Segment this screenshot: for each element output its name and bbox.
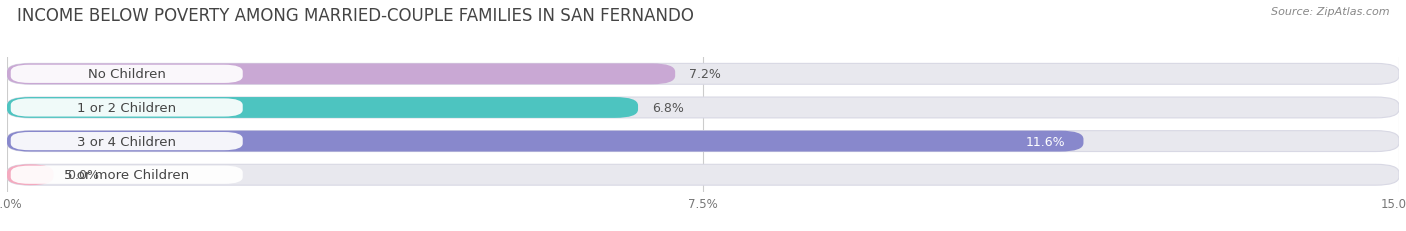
Text: 5 or more Children: 5 or more Children <box>65 168 190 182</box>
FancyBboxPatch shape <box>7 64 1399 85</box>
FancyBboxPatch shape <box>11 166 243 184</box>
FancyBboxPatch shape <box>7 165 1399 185</box>
Text: 1 or 2 Children: 1 or 2 Children <box>77 101 176 115</box>
Text: 7.2%: 7.2% <box>689 68 721 81</box>
FancyBboxPatch shape <box>7 98 1399 118</box>
Text: Source: ZipAtlas.com: Source: ZipAtlas.com <box>1271 7 1389 17</box>
Text: 6.8%: 6.8% <box>652 101 683 115</box>
FancyBboxPatch shape <box>11 132 243 151</box>
Text: 3 or 4 Children: 3 or 4 Children <box>77 135 176 148</box>
Text: 0.0%: 0.0% <box>67 168 100 182</box>
FancyBboxPatch shape <box>7 64 675 85</box>
Text: 11.6%: 11.6% <box>1025 135 1064 148</box>
FancyBboxPatch shape <box>7 98 638 118</box>
Text: No Children: No Children <box>87 68 166 81</box>
FancyBboxPatch shape <box>7 165 53 185</box>
FancyBboxPatch shape <box>7 131 1399 152</box>
Text: INCOME BELOW POVERTY AMONG MARRIED-COUPLE FAMILIES IN SAN FERNANDO: INCOME BELOW POVERTY AMONG MARRIED-COUPL… <box>17 7 693 25</box>
FancyBboxPatch shape <box>11 65 243 84</box>
FancyBboxPatch shape <box>7 131 1084 152</box>
FancyBboxPatch shape <box>11 99 243 117</box>
